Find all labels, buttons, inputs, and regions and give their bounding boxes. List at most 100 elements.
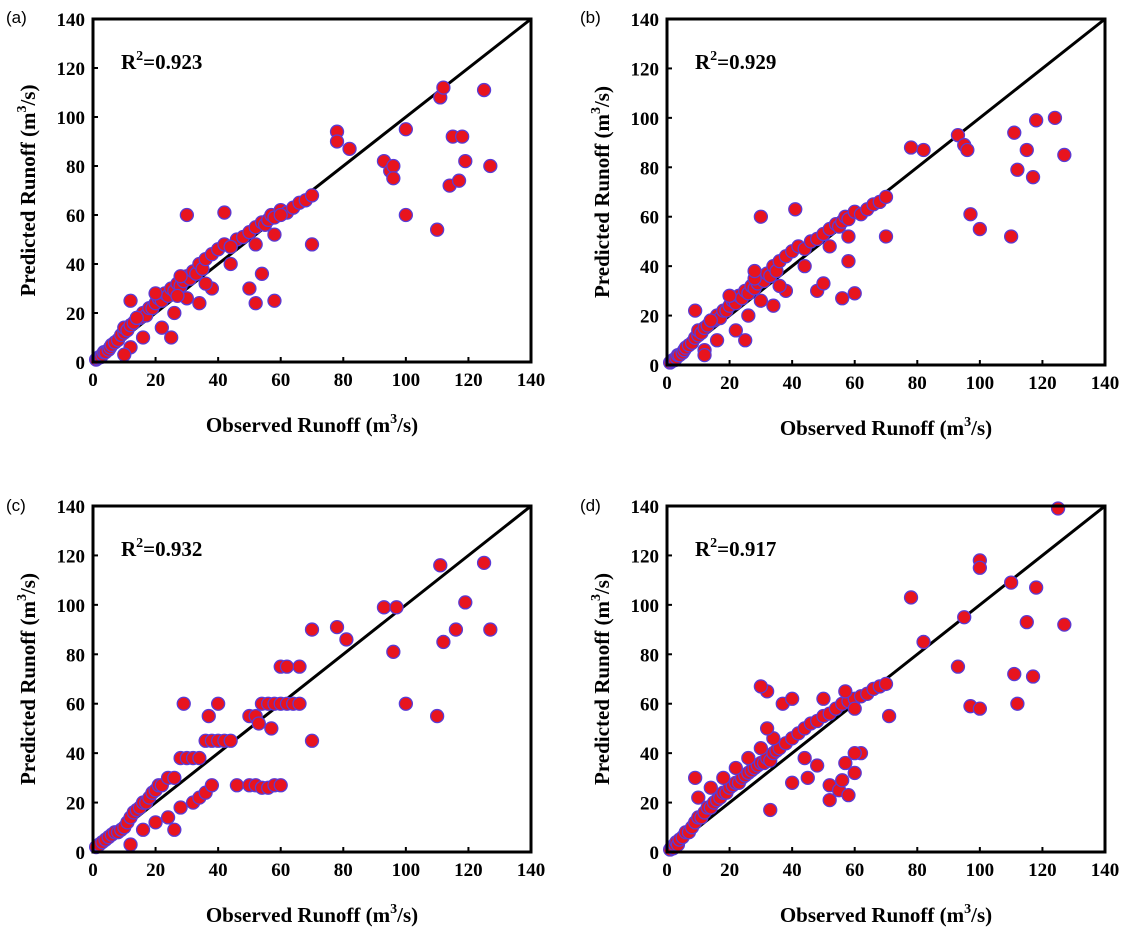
scatter-points [662, 110, 1072, 370]
scatter-point [292, 696, 307, 711]
scatter-point [741, 308, 756, 323]
x-tick-label: 40 [783, 860, 802, 881]
panel-label: (c) [6, 496, 26, 515]
x-axis-title: Observed Runoff (m3/s) [206, 412, 418, 437]
scatter-point [267, 293, 282, 308]
scatter-point [223, 256, 238, 272]
scatter-point [483, 622, 498, 637]
scatter-point [747, 263, 762, 279]
scatter-point [1025, 669, 1041, 684]
scatter-point [847, 286, 862, 301]
scatter-point [1010, 696, 1025, 711]
scatter-point [160, 810, 176, 825]
y-tick-label: 0 [76, 353, 86, 374]
tick-group: 0 20 40 60 80 100 120 140 0 20 40 60 80 100 120 140 [631, 10, 1120, 394]
scatter-point [835, 773, 850, 788]
scatter-point [903, 140, 919, 155]
scatter-point [847, 701, 862, 716]
x-tick-label: 40 [783, 373, 802, 394]
x-tick-label: 100 [392, 860, 421, 881]
scatter-point [398, 122, 414, 137]
scatter-point [759, 721, 775, 736]
scatter-point [691, 790, 706, 805]
x-tick-label: 0 [88, 860, 98, 881]
scatter-point [822, 239, 837, 254]
x-tick-label: 40 [209, 370, 228, 391]
x-tick-label: 100 [966, 373, 995, 394]
scatter-point [248, 296, 263, 311]
scatter-point [242, 281, 257, 296]
y-tick-label: 20 [640, 794, 659, 815]
scatter-point [697, 347, 712, 363]
x-axis-title: Observed Runoff (m3/s) [780, 415, 992, 440]
plot-frame [91, 17, 533, 364]
scatter-point [1057, 617, 1072, 632]
scatter-point [164, 330, 179, 345]
scatter-point [1029, 113, 1044, 128]
x-tick-label: 140 [517, 370, 546, 391]
scatter-point [1050, 501, 1066, 516]
scatter-point [148, 815, 163, 830]
scatter-point [950, 659, 966, 674]
scatter-point [960, 142, 975, 158]
x-tick-label: 0 [88, 370, 98, 391]
scatter-point [458, 153, 473, 169]
scatter-point [847, 765, 862, 781]
y-tick-label: 0 [650, 843, 660, 864]
scatter-point [451, 173, 467, 188]
tick-group: 0 20 40 60 80 100 120 140 0 20 40 60 80 100 120 140 [631, 497, 1120, 881]
scatter-point [957, 610, 972, 625]
scatter-point [1007, 125, 1022, 140]
y-tick-label: 0 [76, 843, 86, 864]
y-tick-label: 140 [631, 10, 660, 31]
scatter-point [709, 333, 725, 348]
y-tick-label: 140 [57, 497, 86, 518]
y-tick-label: 20 [66, 304, 85, 325]
x-tick-label: 100 [392, 370, 421, 391]
scatter-point [753, 293, 769, 308]
scatter-point [201, 708, 216, 724]
scatter-point [741, 750, 756, 766]
scatter-point [816, 276, 831, 291]
scatter-point [972, 560, 988, 575]
panel-label: (b) [580, 8, 601, 27]
scatter-point [476, 555, 492, 570]
scatter-point [847, 745, 862, 761]
scatter-point [797, 258, 812, 274]
scatter-point [835, 291, 850, 306]
scatter-point [398, 207, 414, 223]
x-tick-label: 100 [966, 860, 995, 881]
scatter-point [292, 659, 307, 674]
scatter-point [342, 141, 357, 157]
scatter-point [386, 644, 401, 659]
y-tick-label: 60 [66, 695, 85, 716]
x-tick-label: 80 [908, 860, 927, 881]
scatter-point [838, 755, 853, 771]
scatter-point [429, 708, 445, 724]
y-tick-label: 120 [631, 59, 660, 80]
x-tick-label: 140 [1091, 373, 1120, 394]
x-tick-label: 60 [271, 370, 290, 391]
x-tick-label: 0 [662, 373, 672, 394]
scatter-point [192, 296, 207, 311]
scatter-point [279, 659, 295, 674]
scatter-point [386, 171, 401, 186]
scatter-point [154, 320, 169, 335]
scatter-point [716, 770, 731, 786]
x-tick-label: 20 [146, 860, 165, 881]
scatter-point [179, 207, 195, 223]
scatter-point [881, 708, 897, 724]
scatter-panel-c: (c) 0 20 40 60 80 100 120 140 0 20 40 60 80 100 120 140… [6, 496, 545, 927]
scatter-point [135, 330, 151, 345]
scatter-point [703, 313, 718, 328]
y-tick-label: 40 [66, 255, 85, 276]
x-tick-label: 140 [517, 860, 546, 881]
y-axis-title: Predicted Runoff (m3/s) [15, 573, 40, 785]
scatter-point [972, 701, 988, 716]
scatter-point [688, 770, 703, 786]
scatter-point [963, 207, 978, 222]
scatter-point [738, 333, 753, 348]
plot-frame [665, 17, 1107, 367]
x-tick-label: 80 [334, 370, 353, 391]
scatter-points [662, 501, 1072, 857]
